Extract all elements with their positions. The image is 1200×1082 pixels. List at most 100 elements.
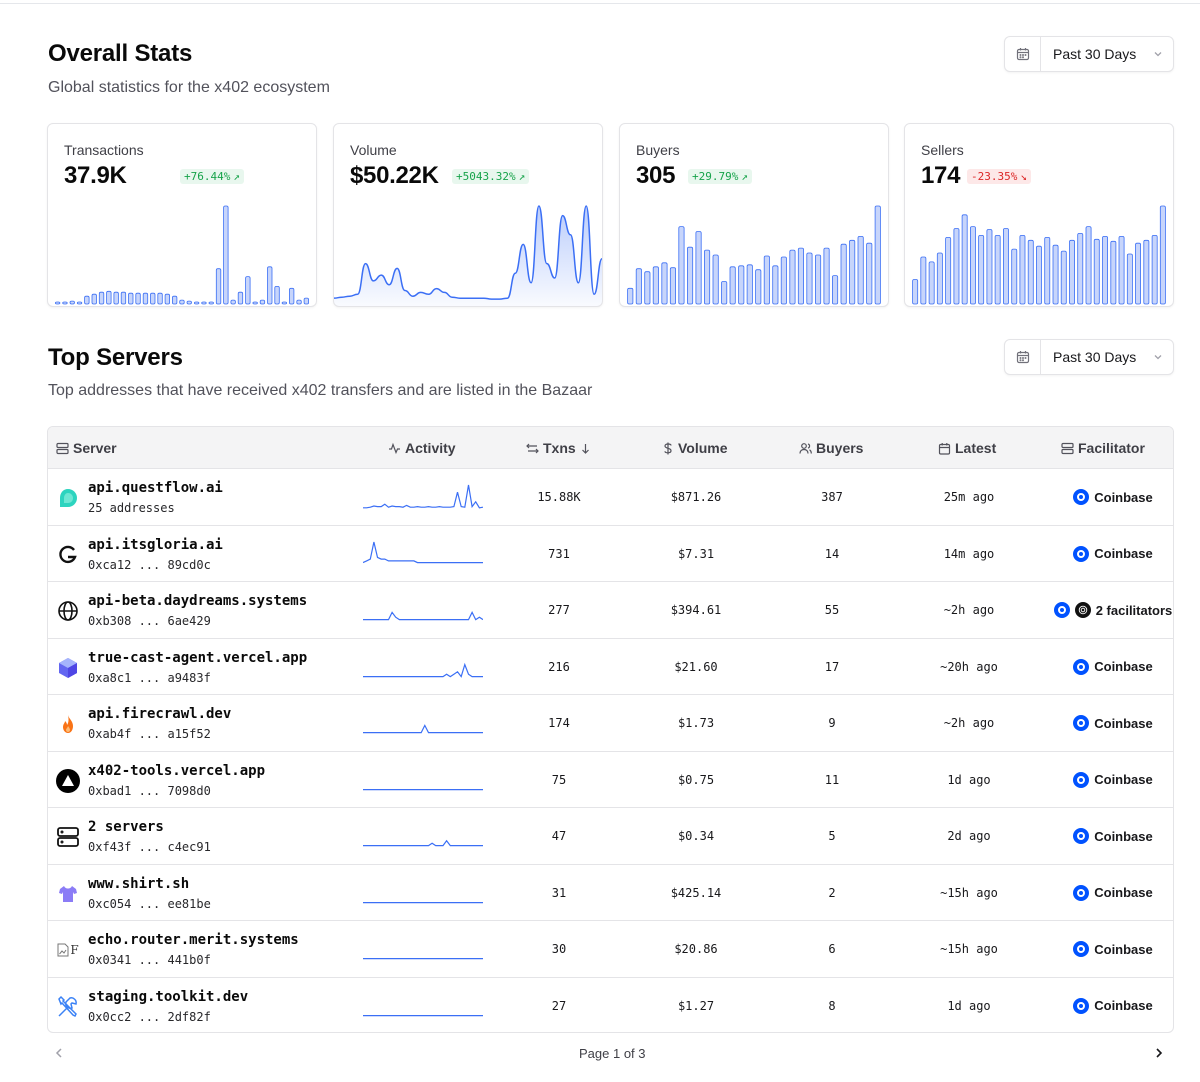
table-row[interactable]: api.firecrawl.dev 0xab4f ... a15f52 174 … xyxy=(48,695,1173,752)
column-header-activity[interactable]: Activity xyxy=(388,427,456,469)
table-row[interactable]: api-beta.daydreams.systems 0xb308 ... 6a… xyxy=(48,582,1173,639)
activity-sparkline xyxy=(363,541,483,563)
buyers-value: 17 xyxy=(824,659,840,674)
server-name[interactable]: api-beta.daydreams.systems xyxy=(88,593,308,609)
chart-bar xyxy=(135,292,141,305)
server-address[interactable]: 0xb308 ... 6ae429 xyxy=(88,614,211,628)
chart-bar xyxy=(84,295,90,305)
chart-bar xyxy=(1159,205,1166,305)
overall-date-range-select[interactable]: Past 30 Days xyxy=(1004,36,1174,72)
volume-value: $7.31 xyxy=(677,546,715,561)
table-row[interactable]: api.questflow.ai 25 addresses 15.88K $87… xyxy=(48,469,1173,526)
prev-page-button[interactable] xyxy=(52,1040,66,1066)
server-name[interactable]: api.firecrawl.dev xyxy=(88,706,232,722)
facilitator-cell[interactable]: Coinbase xyxy=(1038,526,1173,582)
activity-sparkline xyxy=(363,958,483,960)
column-header-facilitator[interactable]: Facilitator xyxy=(1061,427,1145,469)
txns-value: 174 xyxy=(548,716,570,730)
stat-change-badge: -23.35% ↘ xyxy=(967,169,1031,184)
facilitator-cell[interactable]: Coinbase xyxy=(1038,469,1173,525)
facilitator-cell[interactable]: Coinbase xyxy=(1038,921,1173,977)
column-header-server[interactable]: Server xyxy=(56,427,117,469)
facilitator-name: 2 facilitators xyxy=(1095,602,1173,618)
volume-value: $1.27 xyxy=(677,998,715,1013)
chart-bar xyxy=(912,279,919,305)
chart-bar xyxy=(157,292,163,305)
activity-line xyxy=(363,541,483,563)
chart-bar xyxy=(1019,235,1026,305)
facilitator-cell[interactable]: 2 facilitators xyxy=(1038,582,1173,638)
chart-bar xyxy=(849,239,856,305)
column-header-latest[interactable]: Latest xyxy=(938,427,996,469)
chart-bar xyxy=(215,268,222,305)
server-address[interactable]: 0x0341 ... 441b0f xyxy=(88,953,211,967)
server-name[interactable]: www.shirt.sh xyxy=(88,875,190,892)
chart-bar xyxy=(994,235,1001,305)
table-row[interactable]: staging.toolkit.dev 0x0cc2 ... 2df82f 27… xyxy=(48,978,1173,1033)
latest-value: ~15h ago xyxy=(940,885,998,900)
server-name[interactable]: echo.router.merit.systems xyxy=(88,932,299,948)
server-name[interactable]: true-cast-agent.vercel.app xyxy=(88,649,308,666)
facilitator-cell[interactable]: Coinbase xyxy=(1038,695,1173,751)
table-row[interactable]: F echo.router.merit.systems 0x0341 ... 4… xyxy=(48,921,1173,978)
facilitator-cell[interactable]: Coinbase xyxy=(1038,865,1173,921)
servers-date-range-select[interactable]: Past 30 Days xyxy=(1004,339,1174,375)
server-name[interactable]: api.questflow.ai xyxy=(88,480,223,496)
table-row[interactable]: x402-tools.vercel.app 0xbad1 ... 7098d0 … xyxy=(48,752,1173,808)
facilitator-name: Coinbase xyxy=(1094,828,1153,844)
txns-value: 277 xyxy=(548,603,570,617)
server-address[interactable]: 0xc054 ... ee81be xyxy=(88,896,211,911)
chart-bar xyxy=(712,254,719,305)
chart-bar xyxy=(259,299,266,305)
server-address[interactable]: 0xbad1 ... 7098d0 xyxy=(88,783,211,798)
server-address[interactable]: 0xf43f ... c4ec91 xyxy=(88,840,211,854)
facilitator-cell[interactable]: Coinbase xyxy=(1038,752,1173,808)
facilitator-cell[interactable]: Coinbase xyxy=(1038,639,1173,695)
column-header-buyers[interactable]: Buyers xyxy=(799,427,863,469)
activity-sparkline xyxy=(363,662,483,678)
chart-bar xyxy=(252,301,258,305)
server-address[interactable]: 0x0cc2 ... 2df82f xyxy=(88,1009,211,1024)
table-row[interactable]: api.itsgloria.ai 0xca12 ... 89cd0c 731 $… xyxy=(48,526,1173,582)
chevron-left-icon xyxy=(55,1048,62,1058)
table-row[interactable]: true-cast-agent.vercel.app 0xa8c1 ... a9… xyxy=(48,639,1173,695)
column-header-txns[interactable]: Txns xyxy=(526,427,591,469)
server-address[interactable]: 25 addresses xyxy=(88,501,175,515)
server-name[interactable]: 2 servers xyxy=(88,819,164,835)
facilitator-cell[interactable]: Coinbase xyxy=(1038,808,1173,864)
chart-bar xyxy=(652,266,659,305)
facilitator-name: Coinbase xyxy=(1094,489,1153,505)
chart-bar xyxy=(986,229,993,305)
facilitator-name: Coinbase xyxy=(1094,998,1153,1013)
server-address[interactable]: 0xab4f ... a15f52 xyxy=(88,727,211,741)
overall-stats-title: Overall Stats xyxy=(48,40,193,67)
calendar-icon[interactable] xyxy=(1005,340,1041,374)
chart-bar xyxy=(76,301,83,305)
activity-icon xyxy=(389,442,400,454)
server-name[interactable]: x402-tools.vercel.app xyxy=(88,762,266,779)
column-header-volume[interactable]: Volume xyxy=(662,427,728,469)
chart-bar xyxy=(1077,233,1084,305)
server-name[interactable]: staging.toolkit.dev xyxy=(88,988,249,1005)
coinbase-icon xyxy=(1073,997,1090,1014)
chart-bar xyxy=(945,237,952,305)
chart-bar xyxy=(128,292,134,305)
table-row[interactable]: www.shirt.sh 0xc054 ... ee81be 31 $425.1… xyxy=(48,865,1173,921)
chart-bar xyxy=(281,301,288,305)
chart-bar xyxy=(1135,242,1141,305)
facilitator-name: Coinbase xyxy=(1094,546,1153,561)
buyers-value: 387 xyxy=(821,490,843,504)
latest-value: 14m ago xyxy=(943,546,995,561)
volume-value: $394.61 xyxy=(670,603,722,617)
server-name[interactable]: api.itsgloria.ai xyxy=(88,536,223,553)
activity-sparkline xyxy=(363,724,483,734)
table-row[interactable]: 2 servers 0xf43f ... c4ec91 47 $0.34 5 2… xyxy=(48,808,1173,865)
next-page-button[interactable] xyxy=(1152,1040,1166,1066)
server-address[interactable]: 0xca12 ... 89cd0c xyxy=(88,557,211,572)
calendar-icon[interactable] xyxy=(1005,37,1041,71)
facilitator-cell[interactable]: Coinbase xyxy=(1038,978,1173,1033)
table-header: Server Activity Txns Volume Buyers Lates… xyxy=(48,427,1173,469)
txns-value: 30 xyxy=(551,942,567,956)
volume-value: $1.73 xyxy=(677,716,715,730)
server-address[interactable]: 0xa8c1 ... a9483f xyxy=(88,670,211,685)
